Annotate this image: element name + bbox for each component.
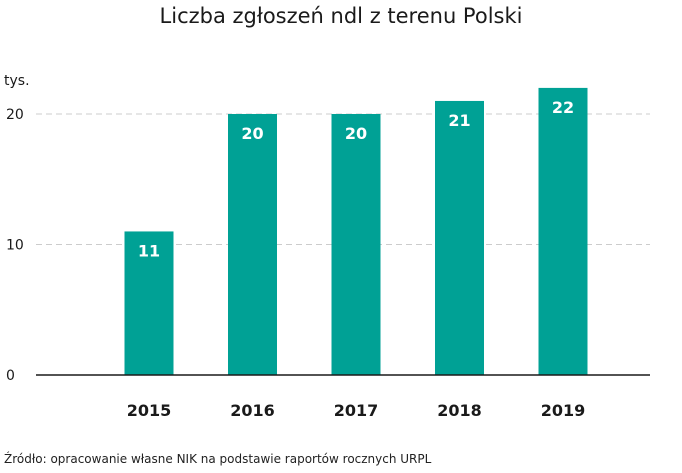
- bar-2017: [331, 114, 381, 375]
- bar-2016: [228, 114, 277, 375]
- y-tick-label: 20: [6, 107, 24, 123]
- y-tick-label: 0: [6, 368, 15, 384]
- y-axis-unit-label: tys.: [4, 73, 30, 89]
- x-tick-label: 2018: [437, 401, 482, 420]
- chart-title: Liczba zgłoszeń ndl z terenu Polski: [159, 4, 523, 28]
- bar-value-label: 20: [241, 124, 263, 143]
- source-note: Źródło: opracowanie własne NIK na podsta…: [4, 452, 432, 466]
- bar-2015: [124, 231, 174, 375]
- bar-2019: [538, 87, 588, 376]
- x-tick-label: 2017: [334, 401, 379, 420]
- x-tick-label: 2016: [230, 401, 275, 420]
- bar-value-label: 22: [552, 98, 574, 117]
- bar-value-label: 11: [138, 241, 160, 260]
- x-tick-label: 2019: [541, 401, 586, 420]
- y-axis-ticks: 0 10 20: [6, 107, 24, 384]
- bar-value-label: 21: [448, 111, 470, 130]
- y-tick-label: 10: [6, 238, 24, 254]
- bar-value-label: 20: [345, 124, 367, 143]
- bar-2018: [435, 100, 484, 375]
- x-tick-label: 2015: [127, 401, 172, 420]
- bars: 11 20 20 21 22: [124, 87, 588, 376]
- x-axis-labels: 2015 2016 2017 2018 2019: [127, 401, 586, 420]
